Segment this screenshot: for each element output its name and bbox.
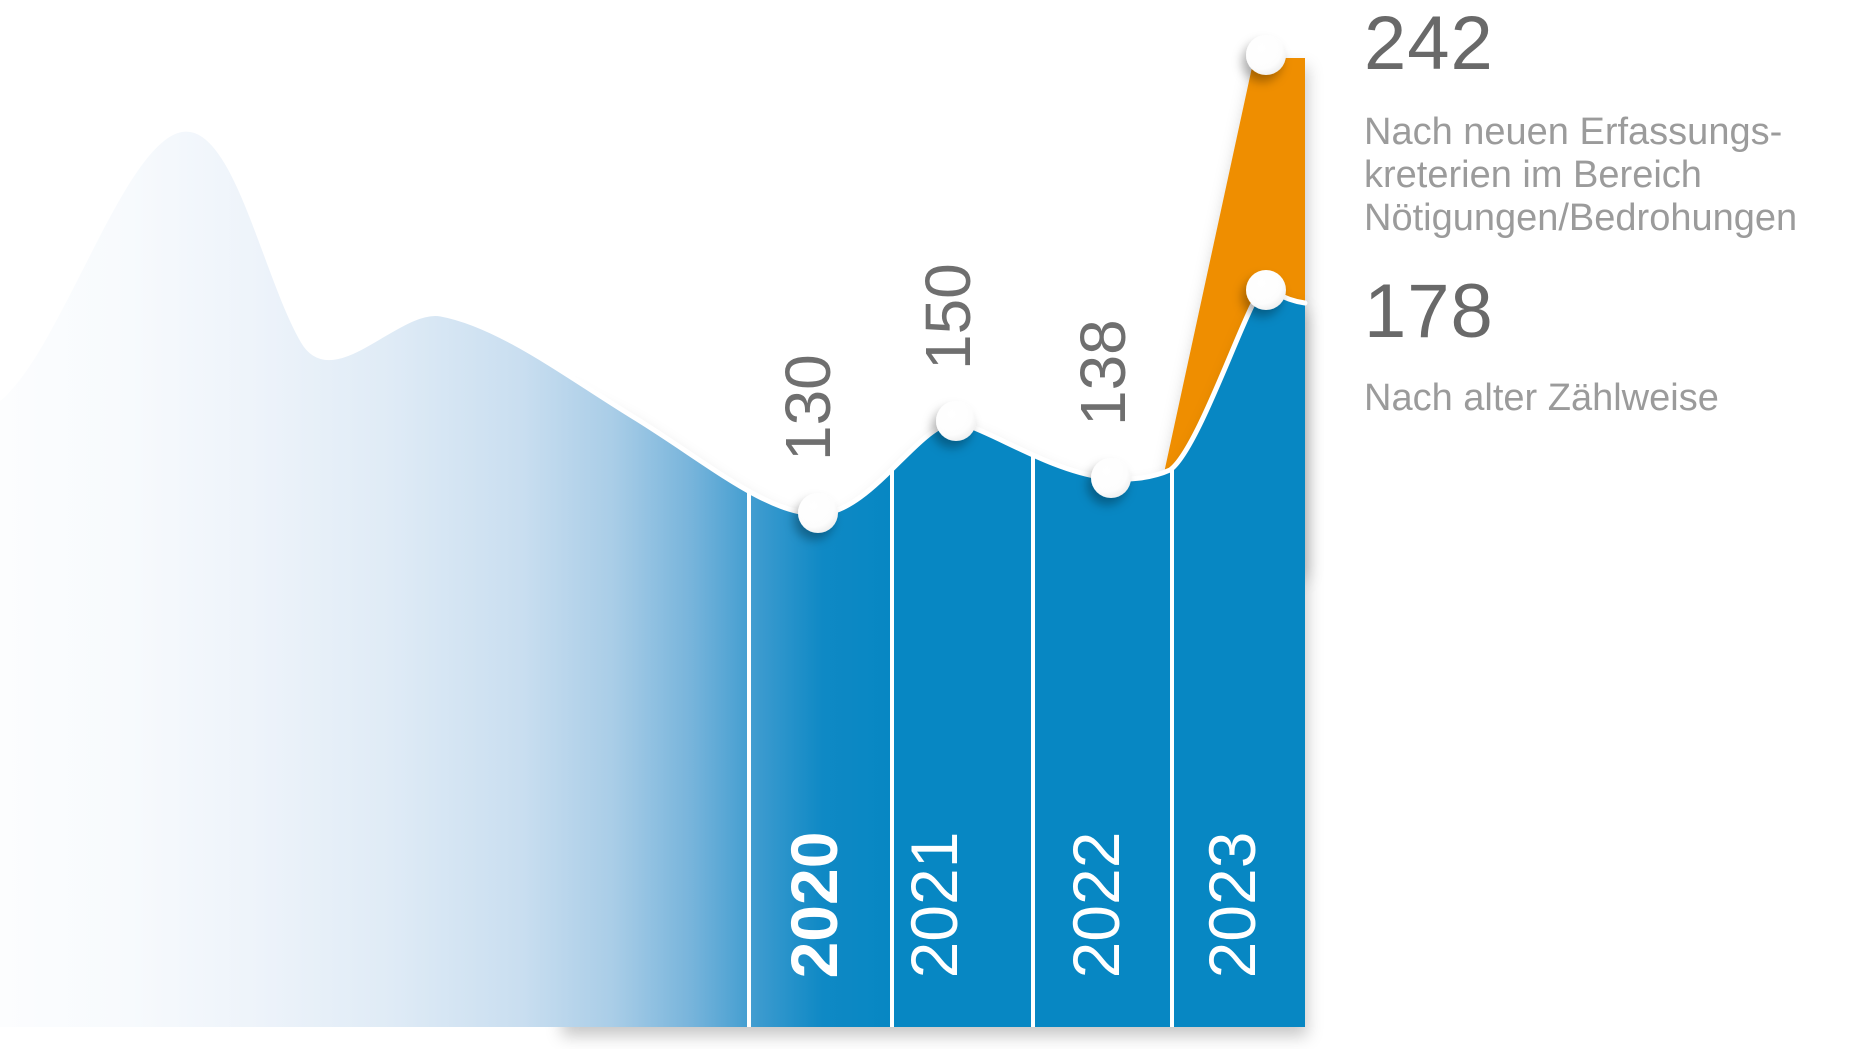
annotation-new-criteria: 242 Nach neuen Erfassungs- kreterien im … — [1364, 6, 1797, 240]
annotation-new-criteria-label: Nach neuen Erfassungs- kreterien im Bere… — [1364, 111, 1798, 239]
value-label-2022: 138 — [1067, 319, 1139, 426]
year-label-2023: 2023 — [1195, 832, 1269, 979]
data-point-2023-old — [1246, 270, 1286, 310]
annotation-new-criteria-value: 242 — [1364, 1, 1494, 86]
data-point-2022 — [1091, 458, 1131, 498]
year-label-2020: 2020 — [777, 832, 851, 979]
year-label-2022: 2022 — [1059, 832, 1133, 979]
data-point-2021 — [936, 401, 976, 441]
value-label-2021: 150 — [912, 263, 984, 370]
value-label-2020: 130 — [772, 354, 844, 461]
annotation-old-method-value: 178 — [1364, 269, 1494, 354]
data-point-2023-new — [1246, 35, 1286, 75]
annotation-old-method: 178 Nach alter Zählweise — [1364, 274, 1719, 420]
blue-area-series — [0, 129, 1305, 1027]
data-point-2020 — [798, 493, 838, 533]
annotation-old-method-label: Nach alter Zählweise — [1364, 377, 1719, 419]
year-label-2021: 2021 — [897, 832, 971, 979]
